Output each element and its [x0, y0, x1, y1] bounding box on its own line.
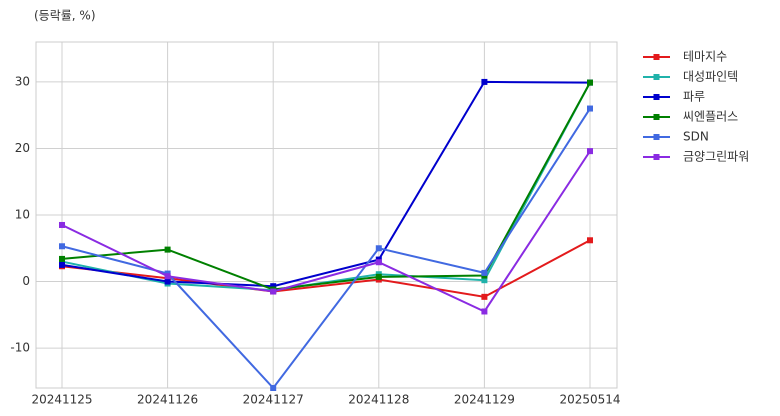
y-tick-label: 10	[15, 208, 30, 222]
point	[164, 278, 171, 285]
y-tick-label: 30	[15, 74, 30, 88]
point	[481, 269, 488, 276]
point	[59, 221, 65, 228]
legend-label: 파루	[683, 90, 705, 104]
point	[587, 105, 593, 112]
legend-label: SDN	[683, 130, 709, 144]
point	[481, 277, 488, 284]
point	[587, 79, 593, 86]
x-tick-label: 20241129	[454, 393, 515, 407]
point	[587, 148, 593, 155]
legend-marker	[653, 54, 660, 60]
series-line	[61, 82, 591, 292]
legend-label: 씨엔플러스	[683, 110, 738, 124]
point	[375, 273, 382, 280]
legend-label: 금양그린파워	[683, 150, 749, 164]
point	[270, 283, 277, 290]
point	[375, 245, 382, 252]
legend-marker	[653, 114, 660, 120]
y-tick-label: 20	[15, 141, 30, 155]
x-tick-label: 20250514	[559, 393, 620, 407]
legend-label: 테마지수	[683, 50, 727, 64]
point	[270, 385, 277, 391]
series-line	[61, 80, 591, 288]
series-line	[61, 82, 591, 291]
legend-marker	[653, 94, 660, 100]
y-axis-label: (등락률, %)	[34, 9, 96, 23]
legend-marker	[653, 74, 660, 80]
point	[164, 246, 171, 253]
point	[270, 288, 277, 295]
series-line	[61, 150, 591, 313]
plot-frame	[35, 41, 618, 389]
y-tick-label: 0	[22, 274, 30, 288]
legend-marker	[653, 134, 660, 140]
point	[59, 261, 65, 268]
point	[481, 78, 488, 85]
series-line	[61, 239, 591, 298]
y-tick-label: -10	[10, 341, 30, 355]
x-tick-label: 20241126	[137, 393, 198, 407]
point	[59, 255, 65, 262]
point	[481, 293, 488, 300]
legend-label: 대성파인텍	[683, 70, 738, 84]
x-tick-label: 20241128	[348, 393, 409, 407]
point	[481, 308, 488, 315]
legend-marker	[653, 154, 660, 160]
point	[59, 243, 65, 250]
x-tick-label: 20241127	[243, 393, 304, 407]
series-line	[61, 107, 591, 390]
point	[164, 273, 171, 280]
point	[587, 237, 593, 244]
point	[375, 259, 382, 266]
x-tick-label: 20241125	[31, 393, 92, 407]
